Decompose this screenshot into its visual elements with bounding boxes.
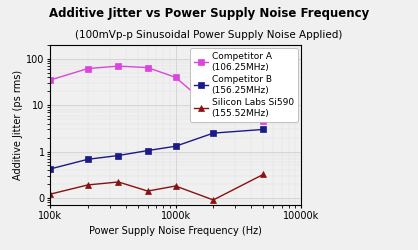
- Silicon Labs Si590
(155.52MHz): [85, 184, 90, 186]
- Silicon Labs Si590
(155.52MHz): [116, 180, 121, 184]
- Text: Additive Jitter vs Power Supply Noise Frequency: Additive Jitter vs Power Supply Noise Fr…: [49, 8, 369, 20]
- Competitor A
(106.25MHz): [85, 67, 90, 70]
- Silicon Labs Si590
(155.52MHz): [173, 184, 178, 188]
- Legend: Competitor A
(106.25MHz), Competitor B
(156.25MHz), Silicon Labs Si590
(155.52MH: Competitor A (106.25MHz), Competitor B (…: [190, 48, 298, 122]
- Competitor B
(156.25MHz): [85, 158, 90, 161]
- Line: Competitor B
(156.25MHz): Competitor B (156.25MHz): [47, 127, 266, 172]
- Silicon Labs Si590
(155.52MHz): [48, 193, 53, 196]
- X-axis label: Power Supply Noise Frequency (Hz): Power Supply Noise Frequency (Hz): [89, 226, 262, 236]
- Competitor A
(106.25MHz): [173, 76, 178, 79]
- Competitor B
(156.25MHz): [48, 168, 53, 170]
- Competitor B
(156.25MHz): [116, 154, 121, 157]
- Competitor A
(106.25MHz): [211, 108, 216, 111]
- Competitor A
(106.25MHz): [116, 64, 121, 68]
- Line: Silicon Labs Si590
(155.52MHz): Silicon Labs Si590 (155.52MHz): [47, 172, 266, 203]
- Silicon Labs Si590
(155.52MHz): [211, 198, 216, 202]
- Silicon Labs Si590
(155.52MHz): [261, 173, 266, 176]
- Text: (100mVp-p Sinusoidal Power Supply Noise Applied): (100mVp-p Sinusoidal Power Supply Noise …: [75, 30, 343, 40]
- Competitor A
(106.25MHz): [145, 66, 150, 69]
- Line: Competitor A
(106.25MHz): Competitor A (106.25MHz): [47, 63, 266, 124]
- Competitor B
(156.25MHz): [145, 149, 150, 152]
- Y-axis label: Additive Jitter (ps rms): Additive Jitter (ps rms): [13, 70, 23, 180]
- Competitor A
(106.25MHz): [261, 120, 266, 123]
- Competitor B
(156.25MHz): [211, 132, 216, 134]
- Silicon Labs Si590
(155.52MHz): [145, 190, 150, 192]
- Competitor B
(156.25MHz): [173, 145, 178, 148]
- Competitor B
(156.25MHz): [261, 128, 266, 131]
- Competitor A
(106.25MHz): [48, 78, 53, 82]
